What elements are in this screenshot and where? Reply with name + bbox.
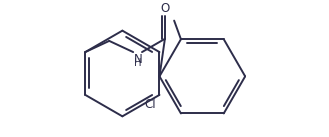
Text: N: N <box>134 53 143 66</box>
Text: O: O <box>160 2 169 15</box>
Text: H: H <box>134 58 141 68</box>
Text: Cl: Cl <box>144 99 156 112</box>
